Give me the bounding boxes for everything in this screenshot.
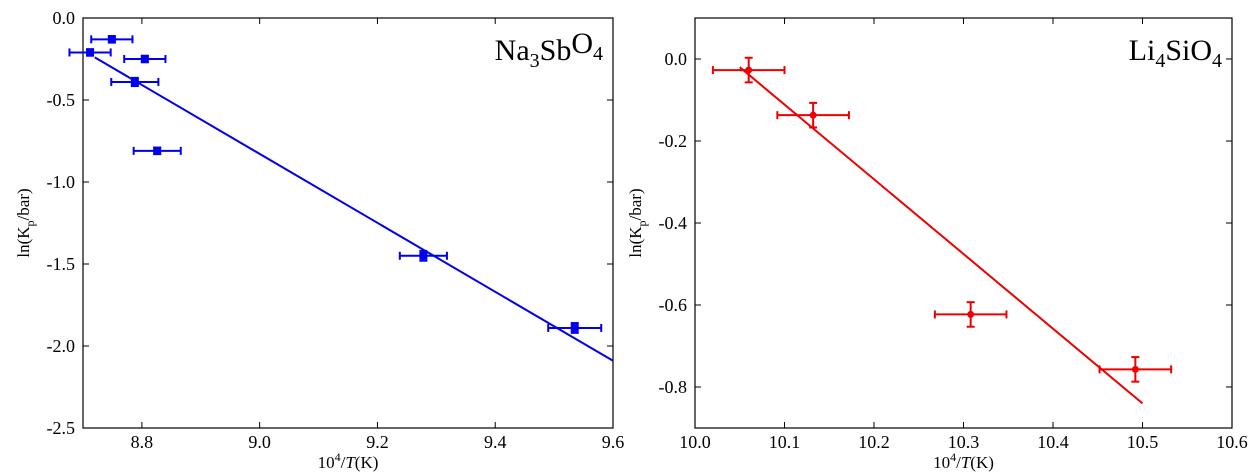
x-tick-label: 9.4: [484, 432, 507, 452]
x-tick-label: 10.4: [1037, 432, 1069, 452]
data-point: [711, 56, 786, 84]
x-tick-label: 9.6: [602, 432, 625, 452]
y-tick-label: -2.0: [47, 336, 76, 356]
point-marker: [130, 77, 139, 86]
point-marker: [745, 66, 753, 74]
y-tick-label: -0.5: [47, 90, 76, 110]
y-tick-label: -0.6: [659, 295, 688, 315]
x-tick-label: 9.2: [366, 432, 389, 452]
x-tick-label: 10.2: [858, 432, 890, 452]
y-tick-label: -1.0: [47, 172, 76, 192]
x-axis-label: 104/T(K): [318, 450, 379, 472]
data-point: [132, 146, 182, 156]
data-point: [90, 35, 134, 44]
point-marker: [570, 323, 579, 332]
chart-title: Li4SiO4: [1129, 34, 1222, 72]
point-marker: [107, 35, 116, 44]
chart-panel-li4sio4: 10.0 10.1 10.2 10.3 10.4 10.5 10.6 0.0 -0.2 -0.4 -…: [626, 17, 1248, 472]
point-marker: [419, 251, 428, 260]
y-tick-label: -2.5: [47, 418, 76, 438]
y-tick-label: -0.4: [659, 213, 688, 233]
fit-line-group: [739, 66, 1144, 405]
point-marker: [1131, 365, 1139, 373]
x-tick-label: 10.3: [948, 432, 980, 452]
point-marker: [967, 310, 975, 318]
point-marker: [153, 146, 162, 155]
axis-ticks: 10.0 10.1 10.2 10.3 10.4 10.5 10.6 0.0 -0.2 -0.4 -…: [659, 18, 1248, 452]
x-axis-label: 104/T(K): [933, 450, 994, 472]
y-tick-label: 0.0: [53, 8, 76, 28]
data-point: [1098, 356, 1173, 383]
y-tick-label: -0.8: [659, 377, 688, 397]
data-point: [933, 301, 1008, 328]
fit-line: [739, 66, 1144, 405]
data-points: [68, 35, 603, 334]
y-tick-label: -1.5: [47, 254, 76, 274]
data-point: [776, 101, 850, 129]
x-tick-label: 10.1: [769, 432, 801, 452]
x-tick-label: 9.0: [248, 432, 271, 452]
data-point: [68, 48, 112, 57]
data-point: [398, 249, 448, 262]
data-point: [123, 54, 167, 64]
fit-line: [94, 56, 614, 362]
y-axis-label: ln(Kp/bar): [626, 188, 649, 257]
chart-title: Na3SbO4: [495, 27, 603, 72]
plot-frame: [694, 17, 1233, 429]
y-tick-label: 0.0: [665, 49, 688, 69]
y-axis-label: ln(Kp/bar): [14, 188, 37, 257]
chart-panel-na3sbo4: 8.8 9.0 9.2 9.4 9.6 0.0 -0.5 -1.0 -1.5 -2.0 -2.5 N…: [14, 8, 624, 472]
data-point: [547, 322, 603, 334]
y-tick-label: -0.2: [659, 131, 688, 151]
point-marker: [86, 48, 95, 57]
fit-line-group: [94, 56, 614, 362]
x-tick-label: 10.6: [1216, 432, 1248, 452]
x-tick-label: 8.8: [131, 432, 154, 452]
plot-frame: [82, 17, 614, 429]
x-tick-label: 10.5: [1127, 432, 1159, 452]
x-tick-label: 10.0: [679, 432, 711, 452]
axis-ticks: 8.8 9.0 9.2 9.4 9.6 0.0 -0.5 -1.0 -1.5 -2.0 -2.5: [47, 8, 625, 452]
data-point: [110, 76, 160, 88]
point-marker: [140, 55, 149, 63]
point-marker: [809, 111, 817, 119]
data-points: [711, 56, 1173, 383]
